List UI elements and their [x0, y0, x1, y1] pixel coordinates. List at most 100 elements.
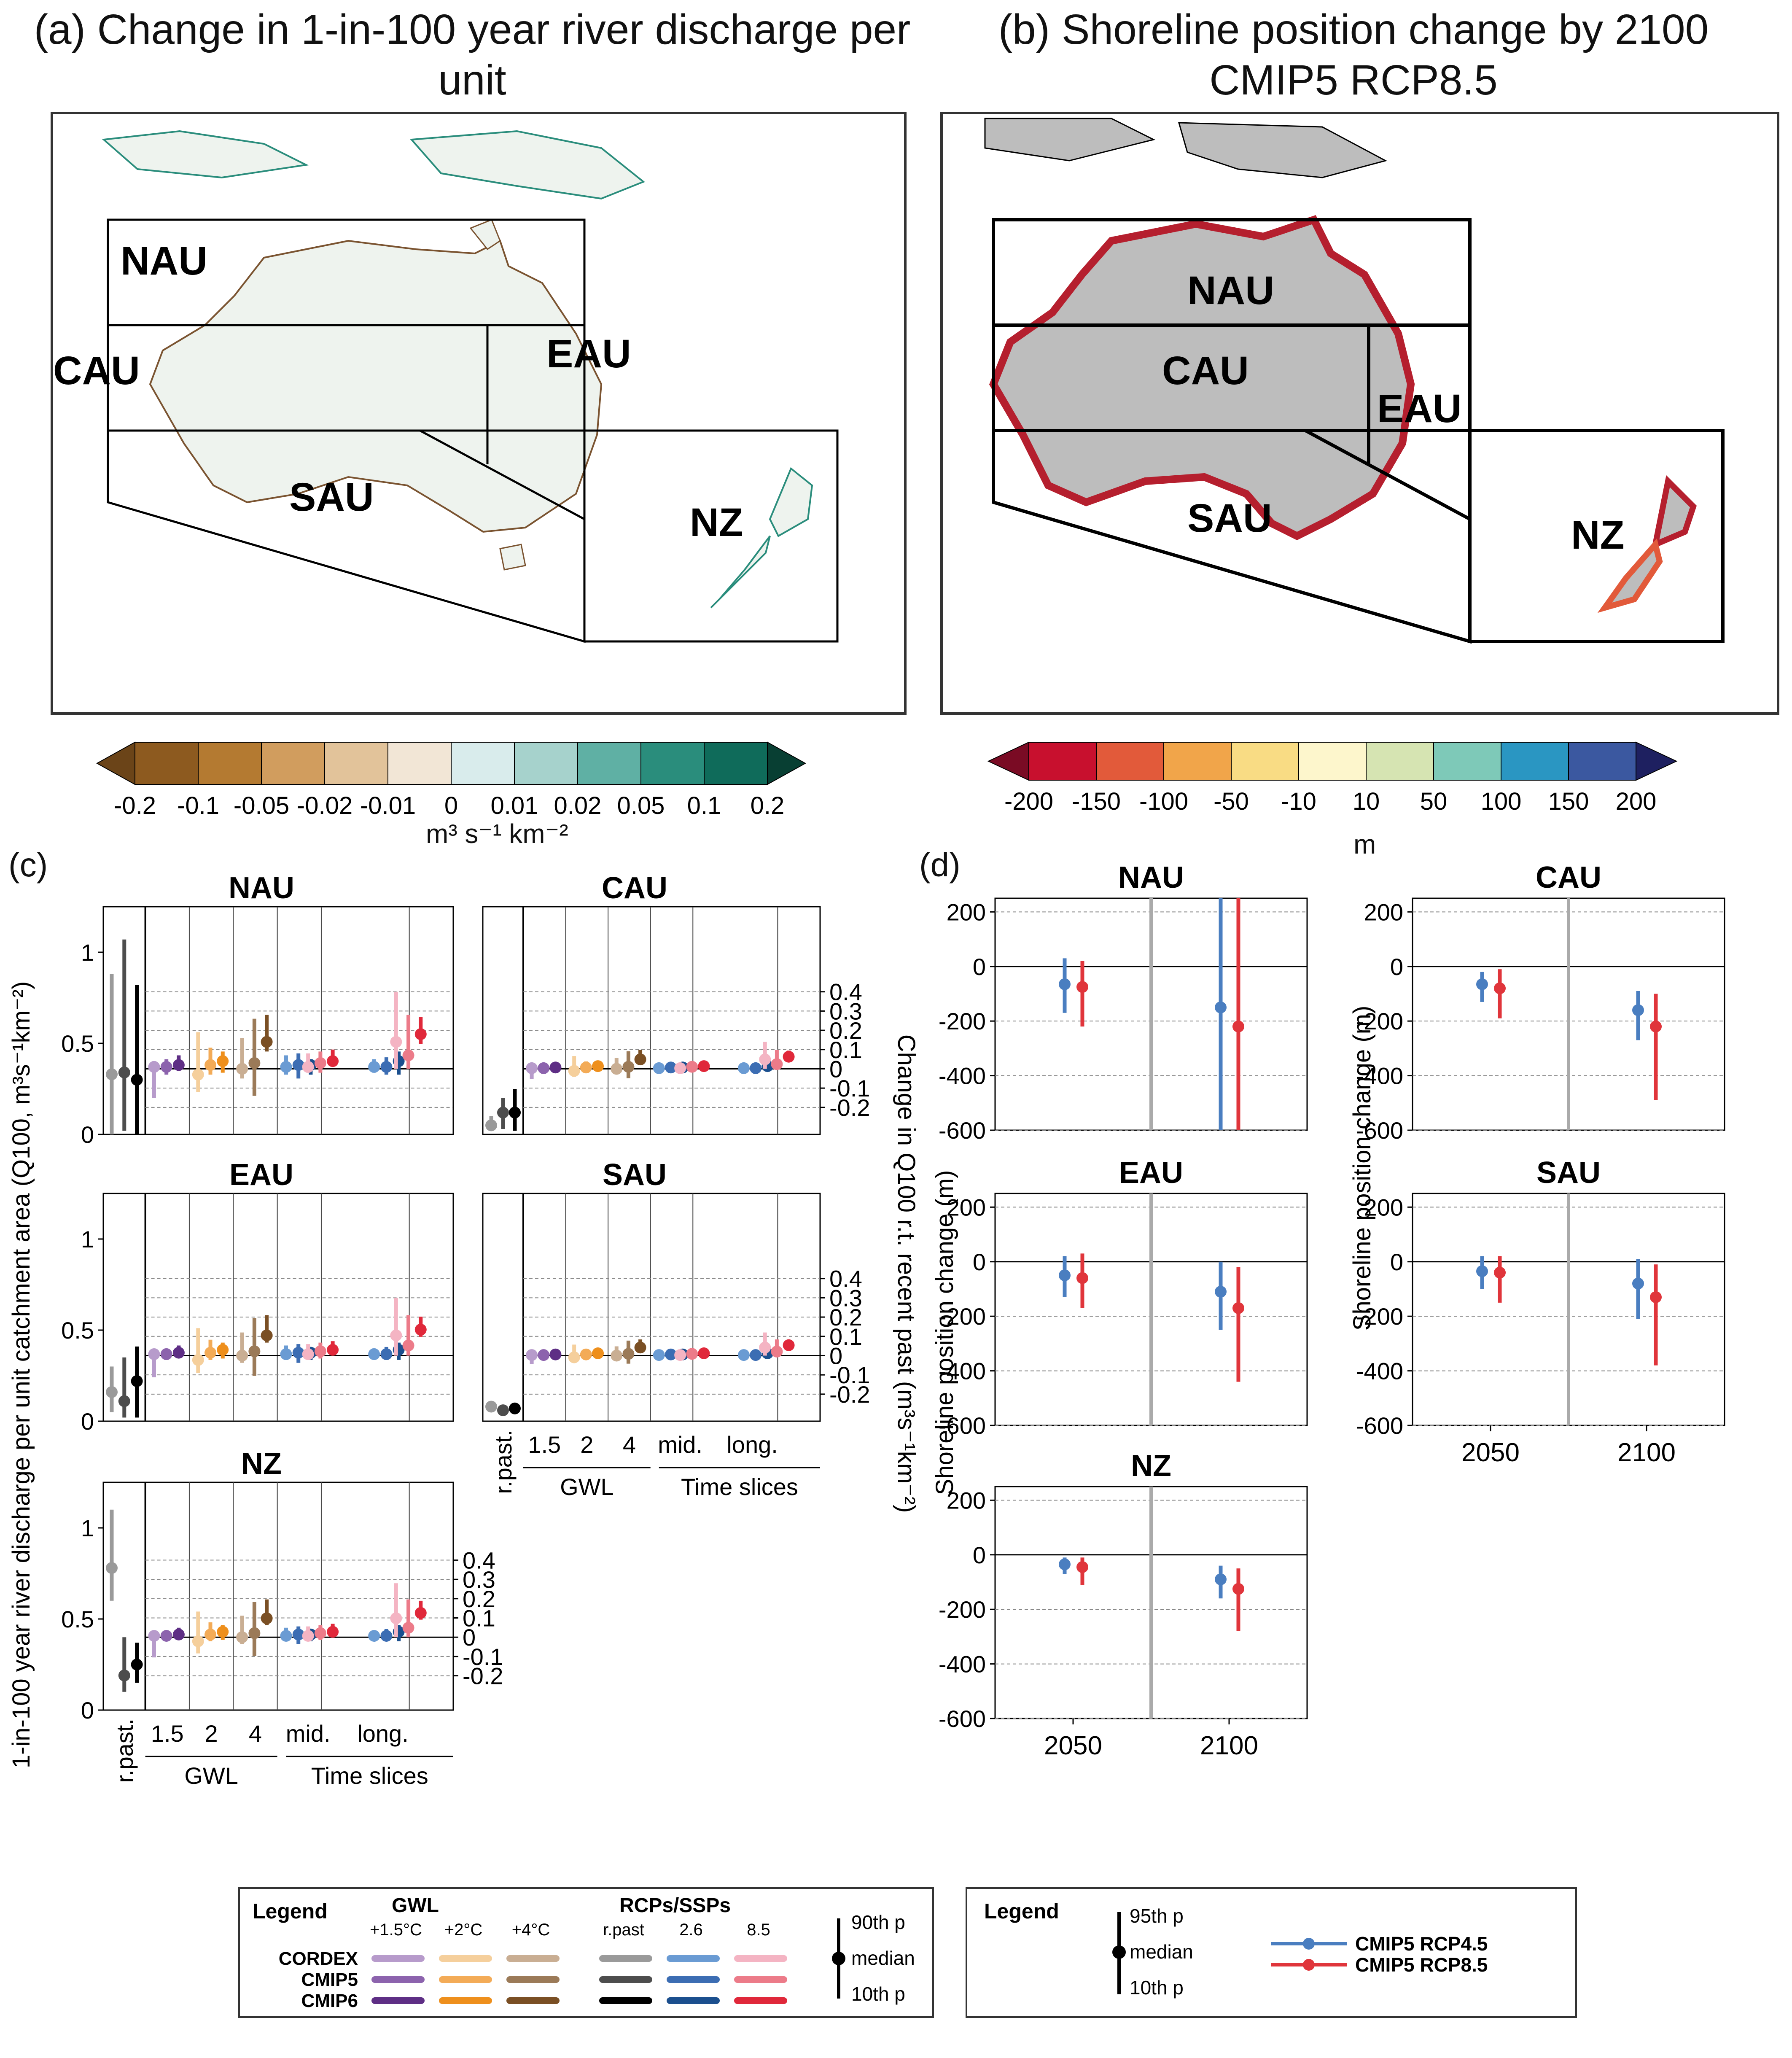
region-label-cau-b: CAU — [1162, 348, 1249, 393]
group-median — [314, 1345, 326, 1358]
y2-tick-label: -0.2 — [829, 1381, 870, 1408]
legend-c-rcp-level: 2.6 — [679, 1921, 703, 1939]
y-tick-label: 0.5 — [61, 1030, 94, 1057]
colorbar-tick-label: -0.02 — [297, 792, 352, 819]
series-median — [1215, 1573, 1227, 1585]
y-tick-label: 0 — [973, 954, 986, 980]
legend-d-p95: 95th p — [1130, 1905, 1184, 1927]
series-median — [1232, 1583, 1244, 1595]
x-group-label: long. — [357, 1720, 408, 1747]
y-tick-label: -600 — [939, 1412, 986, 1439]
colorbar-segment — [198, 742, 262, 785]
panel-c-letter: (c) — [8, 846, 48, 884]
region-label-nz-b: NZ — [1571, 513, 1625, 558]
group-median — [192, 1069, 204, 1081]
colorbar-segment — [1231, 742, 1299, 781]
rpast-median — [131, 1074, 143, 1086]
y2-tick-label: 0.3 — [829, 1285, 862, 1311]
rpast-median — [485, 1401, 497, 1413]
group-median — [611, 1063, 623, 1075]
colorbar-segment — [1568, 742, 1636, 781]
colorbar-tick-label: 200 — [1616, 788, 1657, 814]
legend-c-gwl-level: +2°C — [444, 1921, 483, 1939]
subplot-title: NZ — [241, 1447, 282, 1481]
group-median — [280, 1061, 292, 1073]
y2-tick-label: 0.1 — [829, 1037, 862, 1063]
group-median — [390, 1036, 402, 1048]
group-median — [526, 1349, 538, 1361]
region-label-eau-b: EAU — [1377, 386, 1462, 431]
y2-tick-label: 0.3 — [829, 998, 862, 1024]
group-median — [592, 1347, 604, 1359]
rpast-median — [118, 1067, 130, 1079]
group-median — [248, 1627, 261, 1639]
rpast-median — [497, 1404, 509, 1417]
group-median — [414, 1323, 427, 1336]
colorbar-extend-left — [96, 741, 135, 785]
series-median — [1232, 1021, 1244, 1033]
x-group-label: 1.5 — [151, 1720, 184, 1747]
colorbar-segment — [1366, 742, 1434, 781]
colorbar-segment — [324, 742, 388, 785]
legend-c-gwl-level: +1.5°C — [370, 1921, 422, 1939]
group-median — [538, 1349, 550, 1361]
group-median — [292, 1059, 304, 1071]
series-median — [1476, 978, 1488, 990]
group-median — [368, 1348, 380, 1360]
panel-c-ylabel: 1-in-100 year river discharge per unit c… — [8, 981, 35, 1768]
legend-c-rcp-level: 8.5 — [747, 1921, 770, 1939]
panel-c-subplot-cau: CAU -0.2-0.100.10.20.30.4 — [482, 871, 870, 1135]
x-group-label: long. — [726, 1431, 778, 1458]
panel-b-colorbar-unit: m — [1353, 829, 1376, 859]
group-median — [526, 1062, 538, 1074]
panel-d-subplot-nz: NZ -600 -400 -200 0 200 2050 2100 — [939, 1449, 1308, 1760]
rpast-median — [118, 1395, 130, 1407]
rpast-median — [497, 1107, 509, 1119]
legend-d-series-label: CMIP5 RCP4.5 — [1355, 1933, 1488, 1955]
legend-c-rcp-level: r.past — [603, 1921, 644, 1939]
legend-d-swatch-dot — [1303, 1959, 1315, 1971]
colorbar-tick-label: 150 — [1548, 788, 1589, 814]
colorbar-tick-label: -0.1 — [177, 792, 219, 819]
region-label-sau-b: SAU — [1187, 496, 1272, 541]
legend-d: Legend 95th p median 10th p CMIP5 RCP4.5 CMIP… — [966, 1887, 1577, 2018]
x-group-label: 2 — [580, 1431, 593, 1458]
panel-b-region-boxes — [992, 218, 1725, 644]
colorbar-tick-label: 100 — [1481, 788, 1522, 814]
subplot-frame — [482, 1193, 821, 1422]
legend-c-median-dot — [832, 1952, 845, 1965]
group-median — [172, 1059, 185, 1071]
group-median — [302, 1630, 314, 1642]
y2-tick-label: 0.4 — [463, 1547, 495, 1573]
rpast-median — [509, 1402, 521, 1414]
y-tick-label: -200 — [1356, 1303, 1403, 1330]
colorbar-segment — [704, 742, 768, 785]
group-median — [402, 1049, 414, 1061]
y2-tick-label: 0.3 — [463, 1566, 495, 1593]
series-median — [1076, 1272, 1088, 1284]
colorbar-segment — [1501, 742, 1569, 781]
group-median — [665, 1061, 677, 1074]
colorbar-segment — [514, 742, 578, 785]
y-tick-label: 0 — [81, 1697, 94, 1724]
group-median — [248, 1345, 261, 1358]
y2-tick-label: -0.1 — [829, 1075, 870, 1102]
panel-b-land — [984, 118, 1697, 613]
group-median — [261, 1036, 273, 1048]
panel-c-y2label: Change in Q100 r.t. recent past (m³s⁻¹km… — [893, 1034, 920, 1513]
x-group-label: 4 — [623, 1431, 636, 1458]
y-tick-label: -600 — [939, 1705, 986, 1732]
region-label-eau: EAU — [546, 331, 631, 376]
colorbar-tick-label: -0.01 — [360, 792, 416, 819]
group-median — [402, 1622, 414, 1634]
group-median — [261, 1612, 273, 1624]
series-median — [1215, 1285, 1227, 1298]
group-median — [160, 1061, 172, 1073]
colorbar-tick-label: 0.2 — [751, 792, 785, 819]
colorbar-segment — [1298, 742, 1367, 781]
y-tick-label: 0 — [81, 1121, 94, 1148]
panel-c-subplot-eau: EAU 0 0.5 1 — [61, 1158, 454, 1435]
legend-c-row-label: CMIP6 — [301, 1991, 358, 2011]
region-label-nz: NZ — [690, 500, 743, 545]
